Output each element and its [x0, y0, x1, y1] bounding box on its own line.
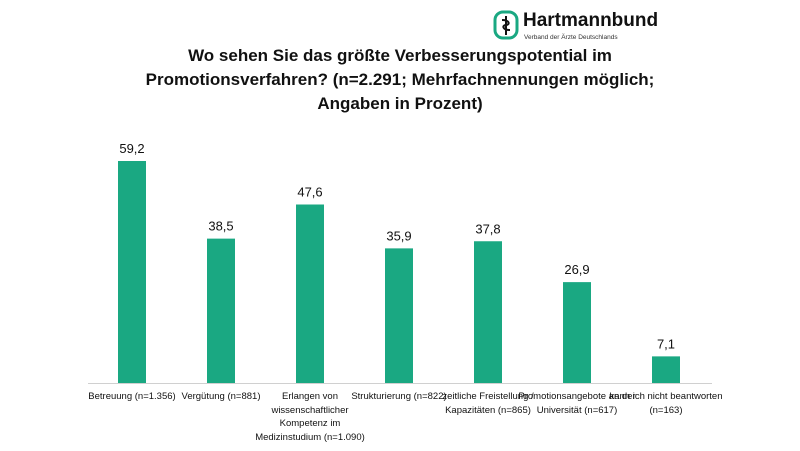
category-label: zeitliche Freistellung / Kapazitäten (n=… — [442, 391, 534, 416]
caduceus-icon — [493, 10, 519, 40]
bar — [385, 248, 413, 383]
data-label: 26,9 — [564, 262, 589, 277]
category-label: Vergütung (n=881) — [181, 391, 261, 402]
chart-title: Wo sehen Sie das größte Verbesserungspot… — [145, 46, 655, 113]
bar — [652, 356, 680, 383]
data-label: 47,6 — [297, 185, 322, 200]
category-label: Strukturierung (n=822) — [351, 391, 447, 402]
data-label: 59,2 — [119, 141, 144, 156]
logo: Hartmannbund Verband der Ärzte Deutschla… — [493, 8, 683, 44]
bar — [207, 238, 235, 383]
bar — [296, 204, 324, 383]
category-label: kann ich nicht beantworten (n=163) — [609, 391, 723, 416]
bar — [474, 241, 502, 383]
category-label: Erlangen von wissenschaftlicher Kompeten… — [255, 391, 365, 443]
category-label: Promotionsangebote an der Universität (n… — [518, 391, 636, 416]
data-label: 37,8 — [475, 221, 500, 236]
data-label: 38,5 — [208, 219, 233, 234]
bar — [118, 161, 146, 383]
bar — [563, 282, 591, 383]
data-label: 35,9 — [386, 228, 411, 243]
logo-brand: Hartmannbund — [523, 10, 659, 31]
logo-subtitle: Verband der Ärzte Deutschlands — [524, 34, 618, 41]
data-label: 7,1 — [657, 336, 675, 351]
category-label: Betreuung (n=1.356) — [88, 391, 176, 402]
